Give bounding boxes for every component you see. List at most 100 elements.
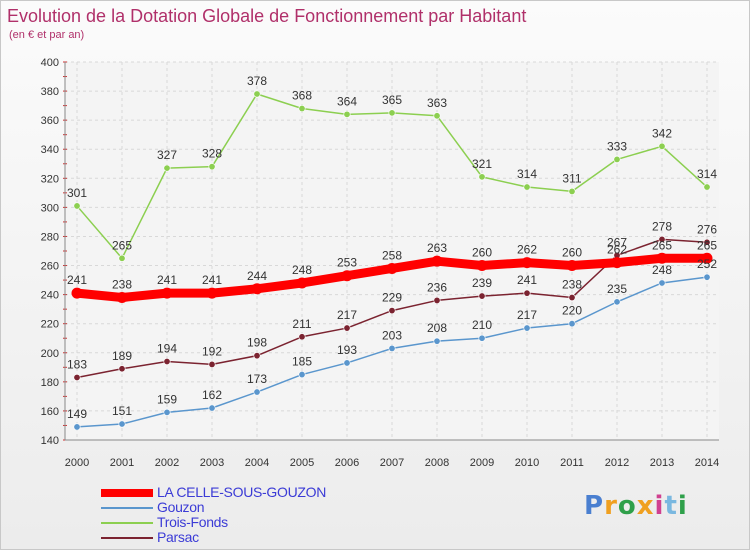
data-point xyxy=(118,420,126,428)
data-point xyxy=(613,298,621,306)
data-label: 265 xyxy=(697,238,717,252)
data-point xyxy=(253,388,261,396)
data-label: 189 xyxy=(112,349,132,363)
x-tick-label: 2000 xyxy=(65,457,89,469)
data-point xyxy=(568,187,576,195)
data-label: 378 xyxy=(247,74,267,88)
data-point xyxy=(703,238,711,246)
legend-swatch xyxy=(101,507,153,509)
data-point xyxy=(703,273,711,281)
data-point xyxy=(521,257,533,269)
data-point xyxy=(73,202,81,210)
x-tick-label: 2012 xyxy=(605,457,629,469)
data-label: 193 xyxy=(337,343,357,357)
y-tick-label: 360 xyxy=(41,115,59,127)
data-label: 236 xyxy=(427,280,447,294)
data-label: 363 xyxy=(427,96,447,110)
data-label: 238 xyxy=(562,278,582,292)
data-point xyxy=(118,254,126,262)
legend-label: Trois-Fonds xyxy=(157,514,228,530)
x-tick-label: 2006 xyxy=(335,457,359,469)
data-point xyxy=(656,252,668,264)
data-label: 314 xyxy=(517,167,537,181)
data-label: 262 xyxy=(517,243,537,257)
y-tick-label: 320 xyxy=(41,173,59,185)
data-point xyxy=(478,173,486,181)
line-chart: 140 160 180 200 220 240 260 280 300 320 340 360 380 4… xyxy=(41,57,720,469)
data-point xyxy=(658,235,666,243)
data-label: 260 xyxy=(472,246,492,260)
data-point xyxy=(341,270,353,282)
logo-letter: r xyxy=(604,491,618,521)
data-label: 267 xyxy=(607,235,627,249)
data-label: 328 xyxy=(202,147,222,161)
data-point xyxy=(296,277,308,289)
legend-swatch xyxy=(101,489,153,497)
data-point xyxy=(343,324,351,332)
y-tick-label: 340 xyxy=(41,144,59,156)
data-label: 241 xyxy=(517,273,537,287)
data-point xyxy=(298,371,306,379)
x-tick-label: 2003 xyxy=(200,457,224,469)
data-label: 211 xyxy=(292,317,311,331)
x-tick-label: 2007 xyxy=(380,457,404,469)
data-point xyxy=(163,164,171,172)
data-point xyxy=(208,404,216,412)
data-label: 263 xyxy=(427,241,447,255)
data-label: 208 xyxy=(427,321,447,335)
data-point xyxy=(253,352,261,360)
data-point xyxy=(478,334,486,342)
chart-title: Evolution de la Dotation Globale de Fonc… xyxy=(7,6,527,26)
data-label: 276 xyxy=(697,222,717,236)
data-point xyxy=(433,337,441,345)
x-tick-label: 2008 xyxy=(425,457,449,469)
data-label: 368 xyxy=(292,89,312,103)
y-tick-label: 300 xyxy=(41,202,59,214)
y-tick-label: 400 xyxy=(41,57,59,69)
y-tick-label: 380 xyxy=(41,86,59,98)
data-point xyxy=(476,260,488,272)
x-tick-label: 2014 xyxy=(695,457,719,469)
x-tick-label: 2001 xyxy=(110,457,134,469)
data-point xyxy=(478,292,486,300)
y-tick-label: 200 xyxy=(41,348,59,360)
data-point xyxy=(433,296,441,304)
data-label: 365 xyxy=(382,93,402,107)
legend-label: LA CELLE-SOUS-GOUZON xyxy=(157,484,327,500)
data-label: 198 xyxy=(247,336,267,350)
data-point xyxy=(611,257,623,269)
data-point xyxy=(523,183,531,191)
x-tick-label: 2009 xyxy=(470,457,494,469)
data-label: 253 xyxy=(337,256,357,270)
data-label: 321 xyxy=(472,157,492,171)
data-point xyxy=(161,287,173,299)
y-tick-label: 280 xyxy=(41,231,59,243)
data-label: 185 xyxy=(292,355,312,369)
data-label: 203 xyxy=(382,328,402,342)
data-label: 260 xyxy=(562,246,582,260)
proxiti-logo: Proxiti xyxy=(584,491,688,521)
data-point xyxy=(613,155,621,163)
data-point xyxy=(118,365,126,373)
data-point xyxy=(568,320,576,328)
data-label: 301 xyxy=(67,186,87,200)
data-point xyxy=(523,324,531,332)
data-label: 159 xyxy=(157,392,177,406)
data-label: 173 xyxy=(247,372,267,386)
data-label: 217 xyxy=(337,308,357,322)
data-label: 333 xyxy=(607,139,627,153)
y-tick-label: 260 xyxy=(41,261,59,273)
data-point xyxy=(431,255,443,267)
x-tick-label: 2005 xyxy=(290,457,314,469)
logo-letter: i xyxy=(654,491,665,521)
data-label: 248 xyxy=(652,263,672,277)
data-label: 311 xyxy=(562,171,581,185)
logo-letter: o xyxy=(617,491,637,521)
data-label: 265 xyxy=(112,238,132,252)
x-tick-label: 2004 xyxy=(245,457,269,469)
data-point xyxy=(523,289,531,297)
data-label: 149 xyxy=(67,407,87,421)
y-tick-label: 140 xyxy=(41,435,59,447)
data-label: 162 xyxy=(202,388,222,402)
